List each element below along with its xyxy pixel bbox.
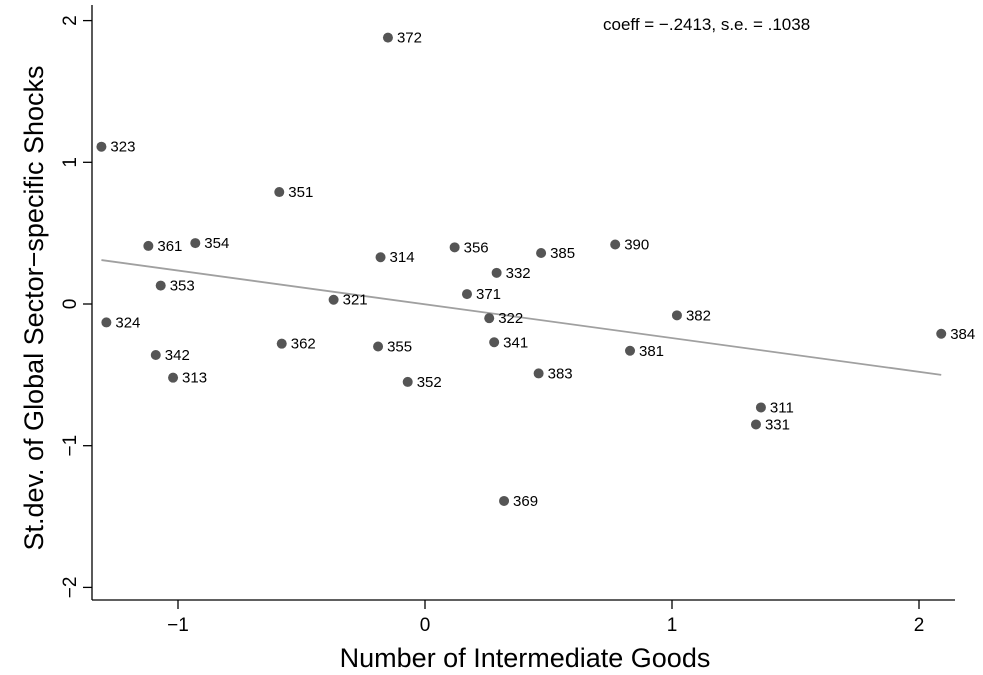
data-point [489,337,500,348]
data-point [461,289,472,300]
data-point-label: 361 [157,238,182,255]
data-point-label: 372 [397,30,422,47]
data-point-label: 390 [624,236,649,253]
axes: −1 0 1 2 −2 −1 0 1 2 [60,5,955,636]
data-point-label: 311 [770,399,794,416]
data-point-label: 332 [506,265,531,282]
data-point-label: 382 [686,307,711,324]
y-tick-label: −1 [60,435,81,457]
data-point [402,376,413,387]
data-point-label: 384 [950,326,975,343]
data-point-label: 381 [639,343,664,360]
data-point-label: 356 [464,239,489,256]
data-point-label: 369 [513,493,538,510]
data-point [155,280,166,291]
data-point [625,345,636,356]
data-point [276,338,287,349]
x-tick-label: 2 [914,615,925,636]
y-axis-title: St.dev. of Global Sector−specific Shocks [19,66,49,551]
data-point-label: 341 [503,334,528,351]
y-tick-label: −2 [60,577,81,599]
data-point-label: 313 [182,370,207,387]
data-point [449,242,460,253]
data-point [375,252,386,263]
data-point-label: 314 [390,249,415,266]
data-point [533,368,544,379]
x-tick-label: 0 [420,615,431,636]
data-point [382,32,393,43]
data-point-label: 385 [550,245,575,262]
data-point [491,267,502,278]
data-point [101,317,112,328]
data-point [168,372,179,383]
data-point-label: 352 [417,374,442,391]
data-point [150,350,161,361]
data-point-label: 383 [548,365,573,382]
data-point [190,238,201,249]
data-point-label: 351 [288,184,313,201]
data-point [328,294,339,305]
y-tick-label: 2 [60,15,81,26]
data-point-label: 331 [765,416,790,433]
data-point-label: 324 [115,314,140,331]
data-point [610,239,621,250]
x-tick-label: −1 [167,615,189,636]
data-point-label: 353 [170,278,195,295]
data-point-label: 323 [110,139,135,156]
x-tick-label: 1 [667,615,678,636]
data-point [373,341,384,352]
x-axis-title: Number of Intermediate Goods [340,643,711,673]
data-point-label: 355 [387,339,412,356]
data-point-label: 354 [204,235,229,252]
data-point-label: 322 [498,310,523,327]
data-point [671,310,682,321]
data-point [96,141,107,152]
data-point-label: 371 [476,286,501,303]
data-point [755,402,766,413]
data-point [143,240,154,251]
coefficient-annotation: coeff = −.2413, s.e. = .1038 [603,15,810,34]
data-points: 372 323 351 361 354 314 356 385 390 332 353 371 321 3… [96,30,975,510]
y-tick-label: 0 [60,299,81,310]
data-point-label: 321 [343,292,368,309]
data-point [536,247,547,258]
data-point-label: 342 [165,347,190,364]
fit-line [101,259,942,376]
data-point [936,328,947,339]
y-tick-label: 1 [60,157,81,168]
data-point [499,495,510,506]
data-point-label: 362 [291,336,316,353]
data-point [484,313,495,324]
data-point [274,187,285,198]
data-point [750,419,761,430]
